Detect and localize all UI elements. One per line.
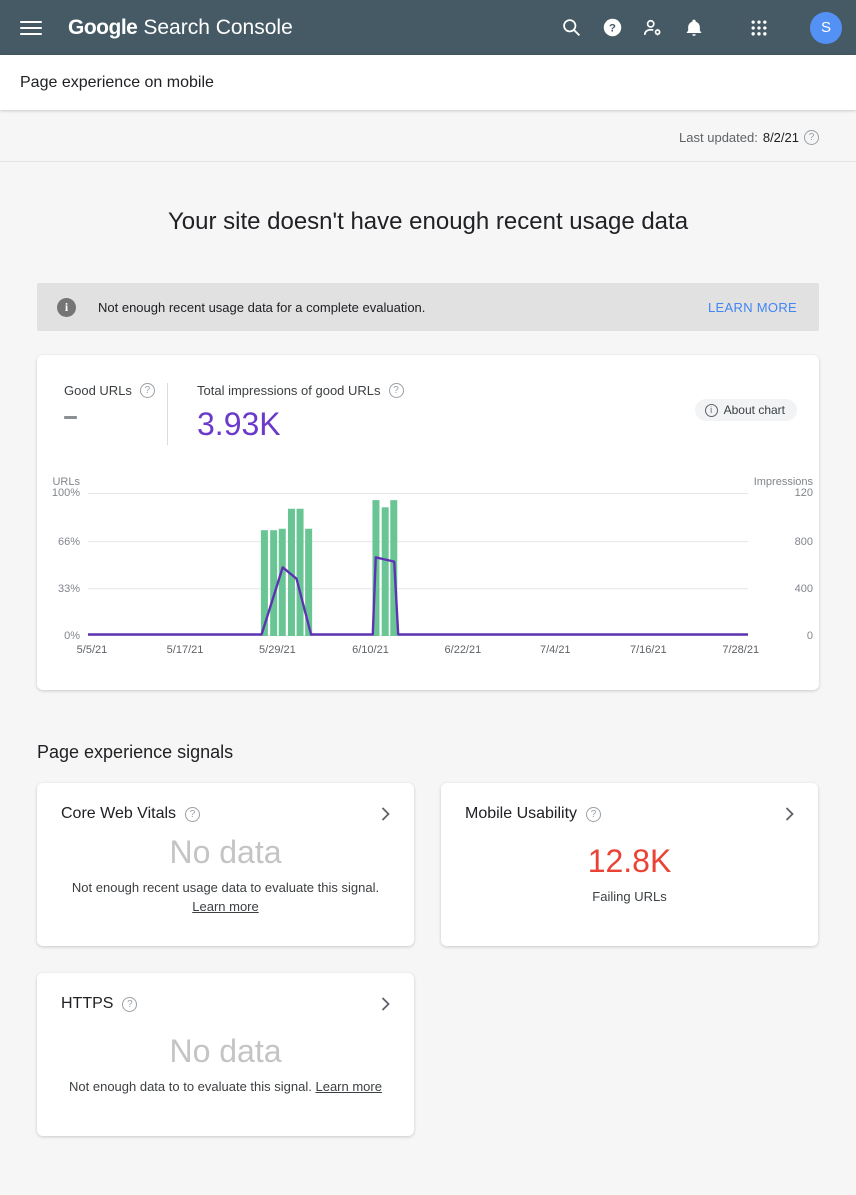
axis-tick-label: 33%: [57, 582, 80, 595]
last-updated-help-icon[interactable]: ?: [804, 130, 819, 145]
chart-svg: [88, 493, 748, 636]
axis-tick-label: 800: [794, 535, 813, 548]
axis-tick-label: 120: [794, 487, 813, 499]
avatar[interactable]: S: [810, 11, 842, 44]
x-axis-date-label: 5/17/21: [166, 644, 204, 656]
top-app-bar: Google Search Console ? S: [0, 0, 856, 55]
x-axis-date-label: 7/4/21: [539, 644, 571, 656]
https-desc-text: Not enough data to to evaluate this sign…: [69, 1079, 312, 1095]
cwv-description: Not enough recent usage data to evaluate…: [72, 879, 379, 917]
help-icon[interactable]: ?: [600, 16, 624, 40]
logo-google: Google: [68, 15, 138, 39]
mu-title: Mobile Usability: [465, 805, 578, 822]
cwv-learn-more-link[interactable]: Learn more: [192, 898, 259, 914]
cwv-help-icon[interactable]: ?: [185, 806, 201, 822]
last-updated-date: 8/2/21: [762, 130, 799, 145]
x-axis-labels: 5/5/21 5/17/21 5/29/21 6/10/21 6/22/21 7/4/21…: [77, 636, 759, 662]
axis-tick-label: 0: [806, 630, 813, 642]
about-chart-button[interactable]: i About chart: [694, 399, 797, 421]
axis-tick-label: 400: [794, 582, 813, 595]
info-banner: i Not enough recent usage data for a com…: [37, 283, 819, 331]
impressions-value: 3.93K: [197, 406, 281, 442]
chart-card: Good URLs ? Total impressions of good UR…: [37, 355, 819, 690]
card-https[interactable]: HTTPS ? No data Not enough data to to ev…: [37, 973, 414, 1136]
breadcrumb: Page experience on mobile: [20, 73, 214, 91]
mu-chevron-right-icon[interactable]: [785, 807, 794, 821]
learn-more-button[interactable]: LEARN MORE: [708, 299, 797, 315]
card-mobile-usability[interactable]: Mobile Usability ? 12.8K Failing URLs: [441, 783, 818, 946]
cwv-title: Core Web Vitals: [61, 805, 177, 822]
https-description: Not enough data to to evaluate this sign…: [69, 1078, 382, 1097]
x-axis-date-label: 7/16/21: [629, 644, 667, 656]
apps-grid-icon[interactable]: [747, 16, 771, 40]
chart-plot[interactable]: 5/5/21 5/17/21 5/29/21 6/10/21 6/22/21 7/4/21…: [77, 493, 759, 656]
mu-description: Failing URLs: [592, 889, 667, 905]
y-axis-left-title: URLs: [52, 476, 80, 488]
logo-product: Search Console: [143, 15, 293, 39]
mu-value: 12.8K: [587, 842, 672, 879]
search-icon[interactable]: [559, 16, 583, 40]
x-axis-date-label: 5/5/21: [76, 644, 108, 656]
good-urls-label: Good URLs: [64, 383, 132, 398]
https-title: HTTPS: [61, 995, 114, 1012]
app-logo[interactable]: Google Search Console: [68, 16, 293, 40]
about-chart-info-icon: i: [704, 403, 718, 417]
impressions-metric: Total impressions of good URLs ? 3.93K: [197, 383, 404, 440]
y-axis-left: URLs 100% 66% 33% 0%: [37, 476, 88, 642]
about-chart-label: About chart: [723, 403, 785, 417]
account-settings-icon[interactable]: [641, 16, 665, 40]
https-learn-more-link[interactable]: Learn more: [315, 1079, 382, 1095]
axis-tick-label: 66%: [57, 535, 80, 548]
mu-help-icon[interactable]: ?: [586, 806, 602, 822]
chart-region: URLs 100% 66% 33% 0% 5/5/21 5/17/21 5/29/21 6/…: [37, 476, 819, 656]
last-updated-label: Last updated:: [679, 130, 758, 145]
axis-tick-label: 100%: [51, 487, 80, 499]
axis-tick-label: 0%: [64, 630, 80, 642]
cwv-desc-text: Not enough recent usage data to evaluate…: [71, 879, 380, 895]
y-axis-right: Impressions 120 800 400 0: [748, 476, 819, 642]
breadcrumb-bar: Page experience on mobile: [0, 55, 856, 110]
y-axis-right-title: Impressions: [753, 476, 813, 488]
x-axis-date-label: 7/28/21: [722, 644, 760, 656]
good-urls-help-icon[interactable]: ?: [139, 383, 155, 398]
card-core-web-vitals[interactable]: Core Web Vitals ? No data Not enough rec…: [37, 783, 414, 946]
good-urls-metric: Good URLs ?: [64, 383, 167, 419]
good-urls-empty-value: [64, 416, 77, 419]
x-axis-date-label: 5/29/21: [259, 644, 296, 656]
impressions-help-icon[interactable]: ?: [388, 383, 404, 398]
signal-cards-grid: Core Web Vitals ? No data Not enough rec…: [37, 783, 819, 1136]
impressions-label: Total impressions of good URLs: [197, 383, 381, 398]
cwv-chevron-right-icon[interactable]: [381, 807, 390, 821]
notifications-bell-icon[interactable]: [682, 16, 706, 40]
info-icon: i: [57, 297, 76, 317]
banner-message: Not enough recent usage data for a compl…: [98, 299, 426, 315]
last-updated-row: Last updated: 8/2/21 ?: [0, 110, 856, 162]
https-chevron-right-icon[interactable]: [381, 997, 390, 1011]
signals-heading: Page experience signals: [37, 742, 234, 762]
x-axis-date-label: 6/10/21: [352, 644, 389, 656]
page-title: Your site doesn't have enough recent usa…: [167, 208, 689, 235]
https-help-icon[interactable]: ?: [122, 996, 138, 1012]
x-axis-date-label: 6/22/21: [444, 644, 482, 656]
https-value: No data: [169, 1032, 282, 1069]
cwv-value: No data: [169, 833, 282, 870]
header-divider: [167, 383, 168, 445]
menu-icon[interactable]: [20, 16, 44, 40]
svg-text:?: ?: [609, 22, 616, 34]
